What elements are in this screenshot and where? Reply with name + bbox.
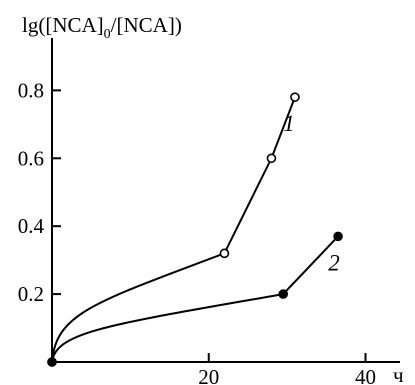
series-group: 12 [47, 92, 343, 367]
y-tick-label: 0.4 [18, 214, 45, 238]
y-tick-label: 0.8 [18, 78, 44, 102]
ticks-group: 0.2 0.4 0.6 0.8 20 40 [18, 78, 376, 385]
x-tick-label: 40 [355, 365, 376, 385]
x-tick-label: 20 [198, 365, 219, 385]
series-1: 1 [47, 92, 300, 367]
data-point [278, 289, 288, 299]
series-label: 2 [328, 250, 340, 275]
series-line [51, 235, 339, 363]
y-axis-title: lg([NCA]0/[NCA]) [22, 13, 182, 42]
data-point [266, 153, 277, 164]
data-point [333, 231, 343, 242]
x-axis-unit: ч [393, 363, 404, 385]
data-point [290, 92, 300, 102]
data-point [47, 357, 57, 367]
series-2: 2 [47, 231, 343, 367]
data-point [219, 248, 230, 259]
series-line [51, 96, 296, 363]
y-tick-label: 0.2 [18, 282, 44, 306]
series-label: 1 [283, 111, 295, 136]
y-tick-label: 0.6 [18, 146, 44, 170]
